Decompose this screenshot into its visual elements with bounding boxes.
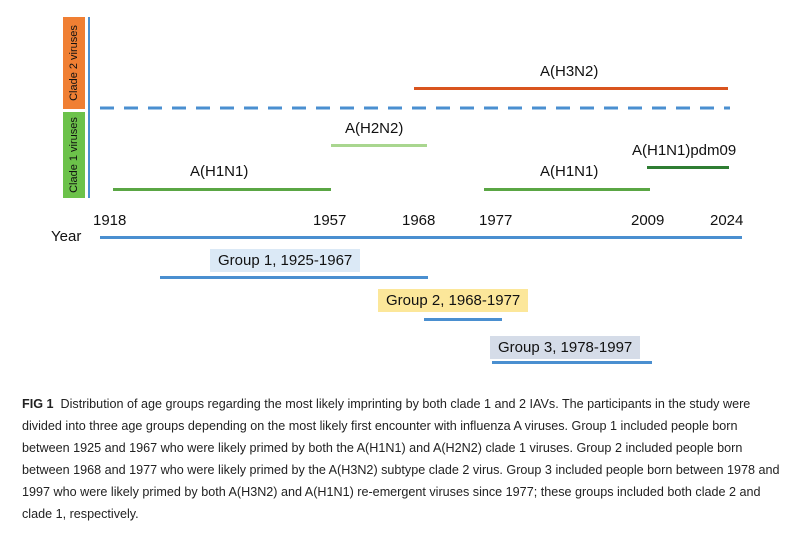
h2n2-line xyxy=(331,144,427,147)
tick-1968: 1968 xyxy=(402,212,436,229)
year-axis-label: Year xyxy=(51,228,82,245)
h1n1-early-label: A(H1N1) xyxy=(190,163,249,180)
clade2-label: Clade 2 viruses xyxy=(68,25,81,101)
group3-line xyxy=(492,361,652,364)
tick-2024: 2024 xyxy=(710,212,744,229)
group2-line xyxy=(424,318,502,321)
h1n1-late-label: A(H1N1) xyxy=(540,163,599,180)
h1n1-late-line xyxy=(484,188,650,191)
tick-1977: 1977 xyxy=(479,212,513,229)
tick-1957: 1957 xyxy=(313,212,347,229)
h2n2-label: A(H2N2) xyxy=(345,120,404,137)
clade1-box: Clade 1 viruses xyxy=(63,112,85,198)
tick-2009: 2009 xyxy=(631,212,665,229)
h1n1pdm-line xyxy=(647,166,729,169)
tick-1918: 1918 xyxy=(93,212,127,229)
h1n1pdm-label: A(H1N1)pdm09 xyxy=(632,142,737,159)
caption-text: Distribution of age groups regarding the… xyxy=(22,397,780,521)
group1-label: Group 1, 1925-1967 xyxy=(210,249,361,272)
h1n1-early-line xyxy=(113,188,331,191)
year-axis-line xyxy=(100,236,742,239)
clade2-box: Clade 2 viruses xyxy=(63,17,85,109)
h3n2-line xyxy=(414,87,728,90)
clade-vertical-divider xyxy=(88,17,90,198)
figure-caption: FIG 1 Distribution of age groups regardi… xyxy=(22,393,782,525)
clade-dashed-divider xyxy=(100,106,730,110)
h3n2-label: A(H3N2) xyxy=(540,63,599,80)
figure-number: FIG 1 xyxy=(22,397,54,411)
group2-label: Group 2, 1968-1977 xyxy=(378,289,529,312)
clade1-label: Clade 1 viruses xyxy=(68,117,81,193)
group3-label: Group 3, 1978-1997 xyxy=(490,336,641,359)
group1-line xyxy=(160,276,428,279)
